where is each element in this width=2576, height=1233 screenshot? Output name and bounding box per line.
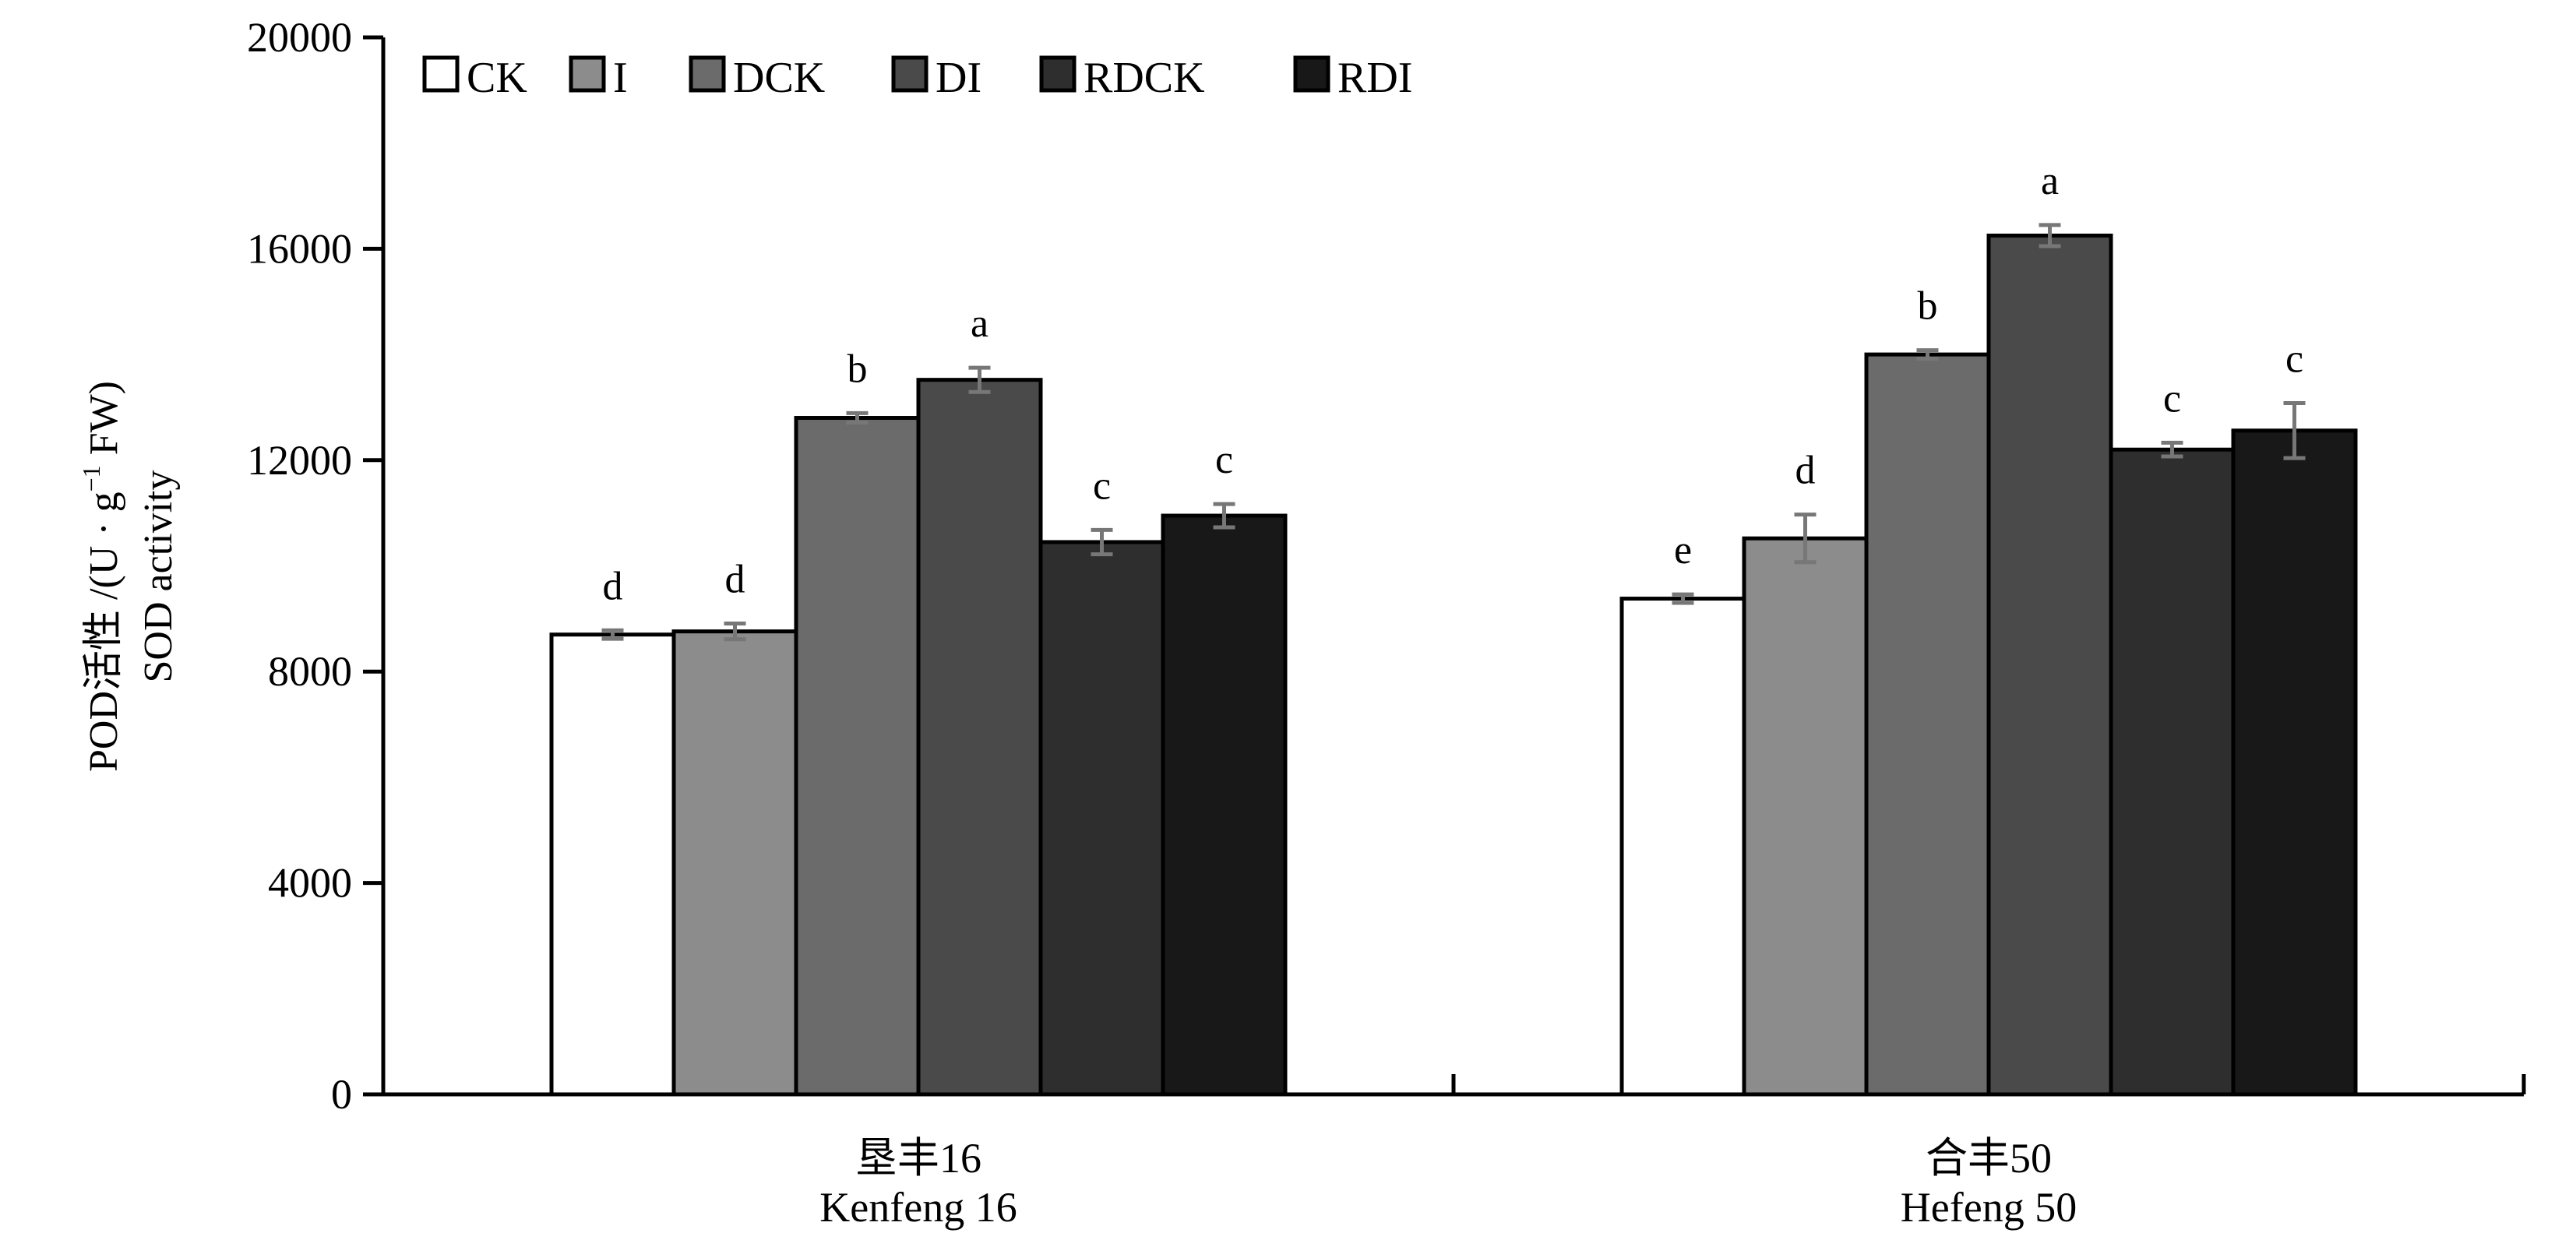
bar-ck xyxy=(1619,597,1746,1097)
legend-label-dck: DCK xyxy=(733,54,825,102)
bar-dck xyxy=(794,416,921,1097)
y-tick-label: 16000 xyxy=(247,225,352,272)
y-axis-title-line1: POD活性 /(U · g−1 FW) xyxy=(77,381,126,772)
significance-label: e xyxy=(1674,528,1692,572)
bar-di xyxy=(916,378,1043,1097)
error-bars-group xyxy=(601,223,2306,642)
bar-rdck xyxy=(2109,447,2236,1097)
legend-label-i: I xyxy=(613,54,628,102)
y-axis-title: POD活性 /(U · g−1 FW) SOD activity xyxy=(77,381,181,772)
significance-label: c xyxy=(2163,376,2181,421)
y-axis-title-line2: SOD activity xyxy=(136,470,181,683)
significance-label: a xyxy=(2041,159,2059,203)
category-label-zh: 合丰50 xyxy=(1926,1135,2052,1182)
significance-label: c xyxy=(1093,463,1111,508)
y-axis-ticks: 0 4000 8000 12000 16000 20000 xyxy=(247,14,383,1118)
y-tick-label: 4000 xyxy=(268,860,352,907)
y-tick-label: 8000 xyxy=(268,648,352,695)
significance-labels-group: d d b a c c e d b a c c xyxy=(603,159,2304,608)
bar-dck xyxy=(1864,352,1991,1097)
category-label-zh: 垦丰16 xyxy=(855,1135,981,1182)
bar-ck xyxy=(549,632,676,1097)
legend-swatch-rdi xyxy=(1293,55,1330,93)
category-label-en: Hefeng 50 xyxy=(1901,1184,2077,1231)
legend-swatch-ck xyxy=(422,55,460,93)
significance-label: b xyxy=(1918,284,1938,329)
legend-label-ck: CK xyxy=(467,54,527,102)
legend-swatch-rdck xyxy=(1039,55,1077,93)
y-tick-label: 20000 xyxy=(247,14,352,61)
bar-rdi xyxy=(1161,513,1288,1097)
significance-label: b xyxy=(848,347,868,391)
category-label-en: Kenfeng 16 xyxy=(819,1184,1017,1231)
bar-rdi xyxy=(2231,428,2358,1097)
significance-label: a xyxy=(971,301,988,346)
legend-swatch-di xyxy=(891,55,929,93)
legend-label-di: DI xyxy=(936,54,981,102)
bar-series-group xyxy=(549,233,2358,1097)
legend-swatch-dck xyxy=(689,55,726,93)
y-tick-label: 0 xyxy=(331,1071,352,1118)
legend-label-rdck: RDCK xyxy=(1084,54,1205,102)
legend: CK I DCK DI RDCK RDI xyxy=(422,54,1412,102)
bar-i xyxy=(671,629,798,1097)
legend-label-rdi: RDI xyxy=(1337,54,1412,102)
bar-i xyxy=(1742,536,1869,1097)
y-axis-title-suffix: FW) xyxy=(82,381,126,465)
significance-label: d xyxy=(603,564,623,608)
y-axis-title-prefix: POD活性 /(U · g xyxy=(82,491,126,772)
legend-swatch-i xyxy=(569,55,606,93)
significance-label: d xyxy=(1795,449,1816,493)
significance-label: c xyxy=(1215,438,1233,482)
y-axis-title-superscript: −1 xyxy=(77,465,105,491)
significance-label: c xyxy=(2285,337,2303,382)
y-tick-label: 12000 xyxy=(247,437,352,484)
bar-rdck xyxy=(1038,540,1165,1097)
significance-label: d xyxy=(725,557,745,601)
bar-di xyxy=(1986,233,2113,1097)
